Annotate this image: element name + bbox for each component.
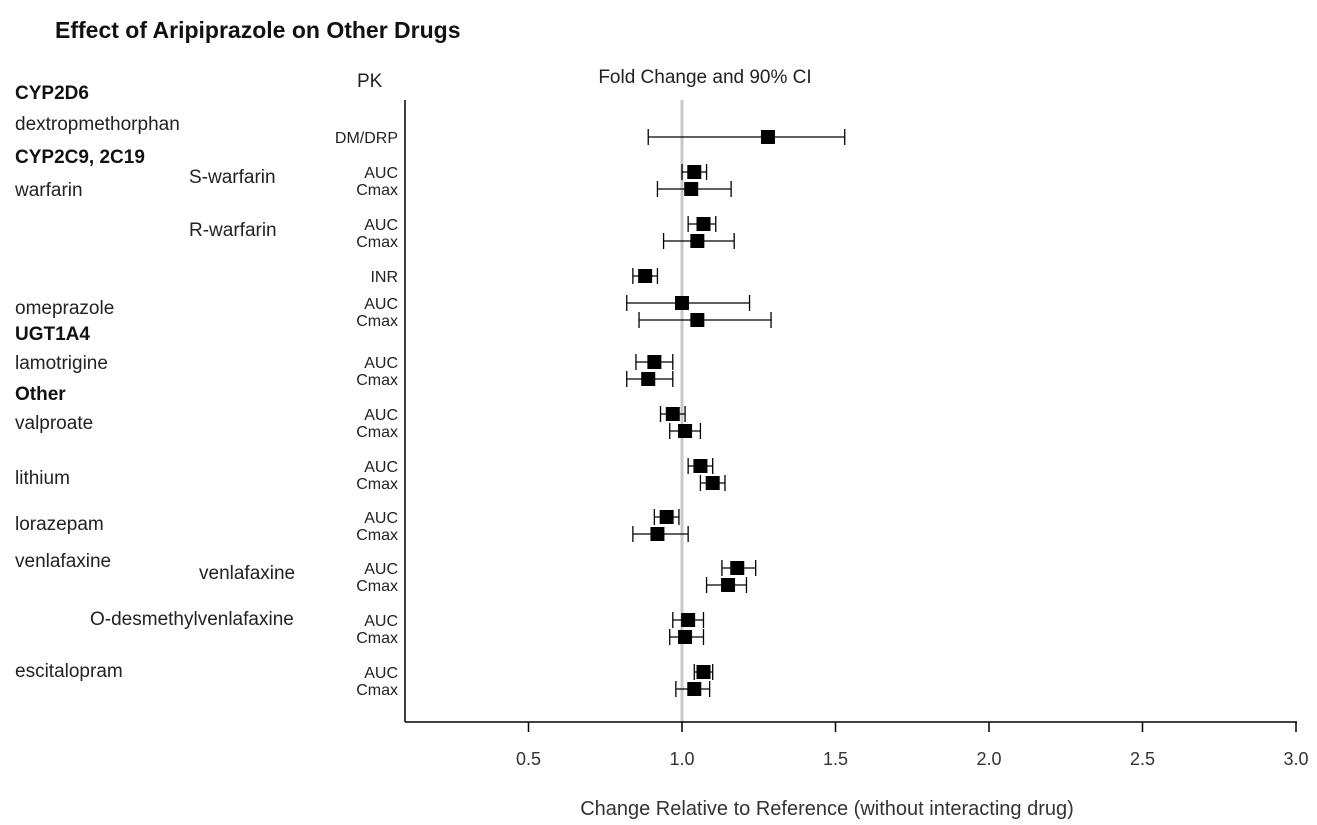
pk-parameter-label: AUC	[364, 510, 398, 527]
forest-row: Cmax	[356, 312, 772, 330]
group-label: Other	[15, 384, 66, 405]
pk-parameter-label: Cmax	[356, 476, 398, 493]
point-estimate-marker	[650, 527, 665, 541]
forest-row: Cmax	[356, 681, 711, 699]
pk-parameter-label: AUC	[364, 561, 398, 578]
forest-row: Cmax	[356, 181, 732, 199]
pk-parameter-label: AUC	[364, 165, 398, 182]
x-tick-label: 1.5	[823, 749, 848, 769]
point-estimate-marker	[678, 424, 693, 438]
forest-row: Cmax	[356, 371, 674, 389]
point-estimate-marker	[690, 234, 705, 248]
point-estimate-marker	[730, 561, 745, 575]
point-estimate-marker	[696, 217, 711, 231]
x-axis-ticks: 0.5 1.0 1.5 2.0 2.5 3.0	[516, 722, 1309, 769]
pk-parameter-label: AUC	[364, 296, 398, 313]
sub-label: venlafaxine	[199, 563, 295, 584]
drug-label: lorazepam	[15, 514, 104, 535]
point-estimate-marker	[696, 665, 711, 679]
point-estimate-marker	[693, 459, 708, 473]
forest-row: AUC	[364, 354, 674, 372]
x-tick-label: 0.5	[516, 749, 541, 769]
drug-label: lamotrigine	[15, 353, 108, 374]
forest-row: AUC	[364, 295, 751, 313]
pk-parameter-label: Cmax	[356, 182, 398, 199]
point-estimate-marker	[681, 613, 696, 627]
forest-row: Cmax	[356, 233, 735, 251]
pk-parameter-label: AUC	[364, 613, 398, 630]
drug-label: lithium	[15, 468, 70, 489]
x-axis-title: Change Relative to Reference (without in…	[580, 798, 1074, 820]
pk-parameter-label: Cmax	[356, 630, 398, 647]
forest-row: AUC	[364, 560, 757, 578]
group-label: CYP2D6	[15, 83, 89, 104]
point-estimate-marker	[705, 476, 720, 490]
forest-row: Cmax	[356, 526, 689, 544]
group-label: UGT1A4	[15, 324, 90, 345]
forest-row: AUC	[364, 509, 680, 527]
sub-label: S-warfarin	[189, 167, 276, 188]
point-estimate-marker	[760, 130, 775, 144]
ci-column-header: Fold Change and 90% CI	[598, 67, 811, 88]
drug-label: warfarin	[14, 180, 83, 201]
drug-label: valproate	[15, 413, 93, 434]
forest-row: INR	[370, 268, 659, 286]
point-estimate-marker	[687, 682, 702, 696]
point-estimate-marker	[665, 407, 680, 421]
point-estimate-marker	[687, 165, 702, 179]
x-tick-label: 3.0	[1283, 749, 1308, 769]
point-estimate-marker	[647, 355, 662, 369]
x-tick-label: 1.0	[669, 749, 694, 769]
forest-row: AUC	[364, 164, 708, 182]
point-estimate-marker	[638, 269, 653, 283]
pk-parameter-label: AUC	[364, 407, 398, 424]
pk-parameter-label: Cmax	[356, 682, 398, 699]
forest-row: Cmax	[356, 577, 748, 595]
pk-parameter-label: AUC	[364, 217, 398, 234]
drug-label: venlafaxine	[15, 551, 111, 572]
drug-label: dextropmethorphan	[15, 114, 180, 135]
point-estimate-marker	[684, 182, 699, 196]
forest-marks: DM/DRPAUCCmaxAUCCmaxINRAUCCmaxAUCCmaxAUC…	[335, 129, 846, 699]
pk-parameter-label: Cmax	[356, 527, 398, 544]
point-estimate-marker	[659, 510, 674, 524]
sub-label: O-desmethylvenlafaxine	[90, 609, 294, 630]
pk-parameter-label: AUC	[364, 459, 398, 476]
point-estimate-marker	[678, 630, 693, 644]
pk-parameter-label: Cmax	[356, 234, 398, 251]
drug-label: escitalopram	[15, 661, 123, 682]
point-estimate-marker	[641, 372, 656, 386]
sub-label: R-warfarin	[189, 220, 277, 241]
point-estimate-marker	[690, 313, 705, 327]
pk-parameter-label: Cmax	[356, 424, 398, 441]
x-tick-label: 2.0	[976, 749, 1001, 769]
forest-row: AUC	[364, 664, 714, 682]
pk-parameter-label: AUC	[364, 665, 398, 682]
x-tick-label: 2.5	[1130, 749, 1155, 769]
forest-row: Cmax	[356, 423, 702, 441]
point-estimate-marker	[721, 578, 736, 592]
forest-row: Cmax	[356, 475, 726, 493]
forest-row: AUC	[364, 216, 717, 234]
group-label: CYP2C9, 2C19	[15, 147, 145, 168]
forest-row: DM/DRP	[335, 129, 846, 147]
point-estimate-marker	[675, 296, 689, 310]
forest-row: AUC	[364, 612, 705, 630]
pk-parameter-label: Cmax	[356, 578, 398, 595]
drug-label: omeprazole	[15, 298, 114, 319]
forest-row: AUC	[364, 406, 686, 424]
pk-parameter-label: INR	[370, 269, 398, 286]
pk-column-header: PK	[357, 71, 383, 92]
pk-parameter-label: Cmax	[356, 313, 398, 330]
pk-parameter-label: AUC	[364, 355, 398, 372]
forest-row: AUC	[364, 458, 714, 476]
forest-row: Cmax	[356, 629, 705, 647]
pk-parameter-label: Cmax	[356, 372, 398, 389]
pk-parameter-label: DM/DRP	[335, 130, 398, 147]
chart-title: Effect of Aripiprazole on Other Drugs	[55, 17, 461, 43]
